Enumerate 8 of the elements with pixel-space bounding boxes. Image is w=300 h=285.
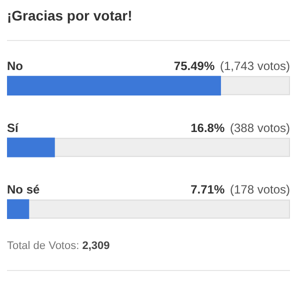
y-tick-label: No <box>7 59 23 74</box>
chart-title: ¡Gracias por votar! <box>7 7 132 24</box>
y-tick-label: No sé <box>7 182 40 197</box>
y-tick-label: Sí <box>7 120 20 135</box>
data-label: 16.8% (388 votos) <box>190 120 290 135</box>
data-label: 7.71% (178 votos) <box>190 182 290 197</box>
annotation: Total de Votos: 2,309 <box>7 240 110 252</box>
data-label: 75.49% (1,743 votos) <box>174 59 290 74</box>
